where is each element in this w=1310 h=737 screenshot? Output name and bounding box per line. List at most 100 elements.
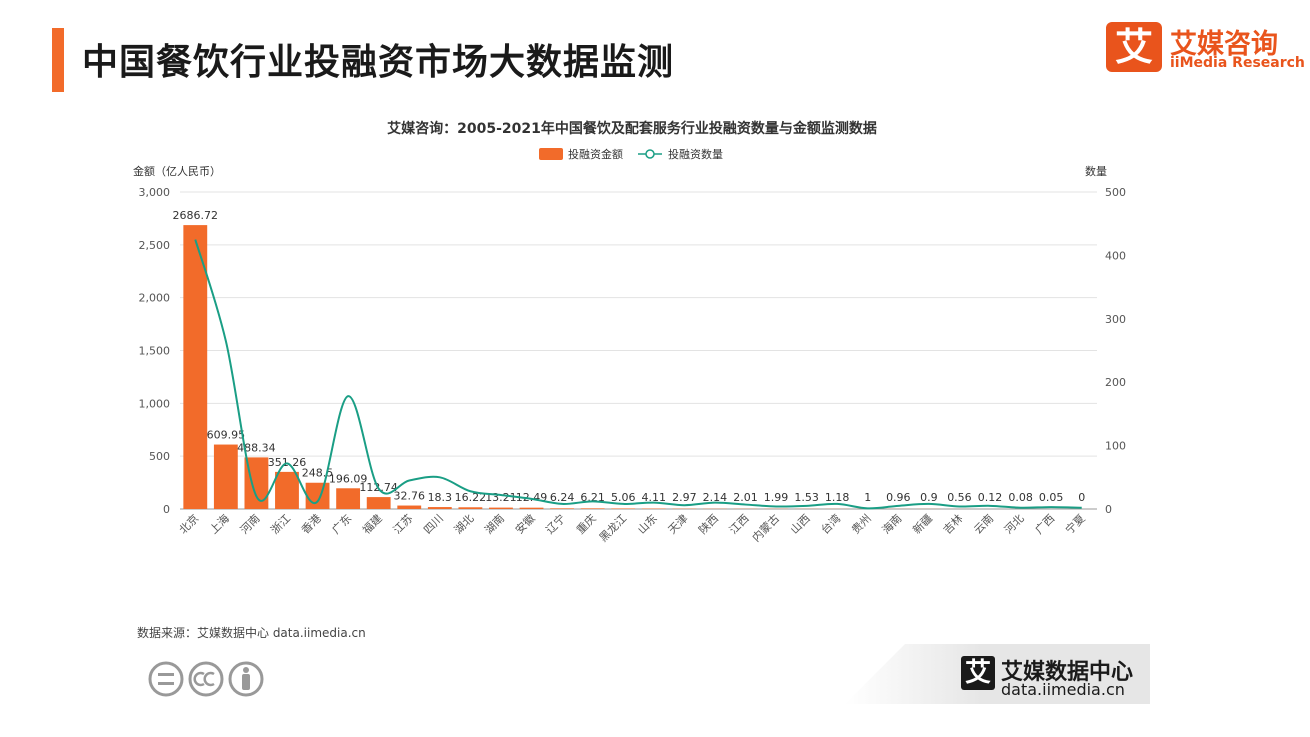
bar-series [183, 225, 1064, 509]
y2-axis-label: 数量 [1085, 165, 1107, 178]
x-tick-label: 黑龙江 [597, 512, 630, 545]
x-tick-label: 福建 [359, 511, 384, 536]
investment-chart: 艾媒咨询：2005-2021年中国餐饮及配套服务行业投融资数量与金额监测数据 投… [133, 120, 1126, 544]
bar-value-label: 2.01 [733, 491, 758, 504]
x-tick-label: 贵州 [849, 512, 874, 537]
bar-value-label: 2686.72 [173, 209, 219, 222]
bar-value-label: 0.05 [1039, 491, 1064, 504]
y-tick-label: 1,000 [139, 397, 171, 410]
bar [244, 457, 269, 509]
x-tick-label: 宁夏 [1062, 511, 1087, 536]
bar [183, 225, 208, 509]
bar-value-label: 1 [864, 491, 871, 504]
equal-icon [148, 661, 184, 697]
logo-name-cn: 艾媒咨询 [1170, 29, 1278, 60]
bar [458, 507, 483, 509]
y-tick-label: 2,500 [139, 239, 171, 252]
bar-value-label: 609.95 [207, 429, 246, 442]
x-tick-label: 辽宁 [543, 511, 568, 536]
y2-tick-label: 200 [1105, 376, 1126, 389]
bar-value-label: 16.22 [455, 491, 487, 504]
cc-icon [188, 661, 224, 697]
x-tick-label: 内蒙古 [749, 511, 782, 544]
x-tick-label: 香港 [299, 512, 324, 537]
bar [336, 488, 361, 509]
x-tick-label: 上海 [207, 511, 232, 536]
x-tick-label: 云南 [971, 512, 996, 537]
bar [489, 507, 513, 509]
y2-tick-label: 0 [1105, 503, 1112, 516]
y-tick-label: 1,500 [139, 345, 171, 358]
x-tick-label: 湖北 [452, 512, 477, 537]
bar-value-label: 488.34 [237, 441, 276, 454]
x-tick-label: 浙江 [268, 512, 293, 537]
x-tick-label: 天津 [666, 512, 691, 537]
footer-name-cn: 艾媒数据中心 [1001, 660, 1134, 685]
x-tick-label: 广西 [1033, 512, 1058, 537]
count-line [194, 239, 1082, 510]
bar [550, 508, 575, 509]
bar [580, 508, 605, 509]
bar-value-label: 0.12 [978, 491, 1003, 504]
footer-url: data.iimedia.cn [1001, 680, 1125, 699]
y2-tick-label: 400 [1105, 249, 1126, 262]
logo-icon: 艾 [1106, 22, 1162, 72]
x-tick-label: 陕西 [696, 511, 721, 536]
bar [427, 507, 452, 509]
x-tick-label: 四川 [421, 512, 446, 537]
x-tick-label: 山东 [635, 512, 660, 537]
bar-value-label: 18.3 [428, 491, 453, 504]
y2-tick-label: 300 [1105, 313, 1126, 326]
x-tick-label: 广东 [329, 512, 354, 537]
bar-value-labels: 2686.72609.95488.34351.26248.5196.09112.… [173, 209, 1086, 504]
bar-value-label: 2.97 [672, 491, 697, 504]
bar-value-label: 0 [1078, 491, 1085, 504]
x-tick-label: 山西 [788, 512, 813, 537]
x-tick-label: 安徽 [512, 511, 537, 536]
gridlines [180, 191, 1097, 510]
logo-name-en: iiMedia Research [1170, 55, 1305, 71]
bar-value-label: 6.24 [550, 491, 575, 504]
attribution-icon [228, 661, 264, 697]
y-tick-label: 2,000 [139, 292, 171, 305]
chart-legend: 投融资金额 投融资数量 [539, 147, 723, 161]
source-note: 数据来源：艾媒数据中心 data.iimedia.cn [137, 626, 366, 640]
footer-gradient [845, 644, 1150, 704]
y2-tick-label: 500 [1105, 186, 1126, 199]
y2-axis-ticks: 0 100 200 300 400 500 [1105, 186, 1126, 516]
x-tick-label: 新疆 [910, 511, 935, 536]
y-axis-label: 金额（亿人民币） [133, 164, 221, 178]
x-tick-label: 河北 [1002, 512, 1027, 537]
bar-value-label: 196.09 [329, 472, 368, 485]
bar-value-label: 1.18 [825, 491, 850, 504]
x-tick-label: 湖南 [482, 512, 507, 537]
bar-value-label: 0.56 [947, 491, 972, 504]
y-tick-label: 500 [149, 450, 170, 463]
bar-value-label: 4.11 [642, 491, 667, 504]
footer-banner: 艾 艾媒数据中心 data.iimedia.cn [845, 644, 1150, 704]
bar [366, 497, 391, 509]
chart-title: 艾媒咨询：2005-2021年中国餐饮及配套服务行业投融资数量与金额监测数据 [387, 120, 877, 137]
bar-value-label: 5.06 [611, 491, 636, 504]
bar [519, 507, 544, 509]
x-tick-label: 北京 [176, 511, 201, 536]
footer-logo-icon: 艾 [961, 656, 995, 690]
legend-line-marker [645, 149, 655, 159]
bar-value-label: 0.08 [1008, 491, 1033, 504]
y-axis-ticks: 0 500 1,000 1,500 2,000 2,500 3,000 [139, 186, 171, 516]
bar [397, 505, 422, 509]
legend-line-label: 投融资数量 [668, 147, 723, 161]
x-tick-label: 台湾 [818, 511, 843, 536]
bar-value-label: 2.14 [703, 491, 728, 504]
legend-bar-swatch [539, 148, 563, 160]
page-title: 中国餐饮行业投融资市场大数据监测 [82, 42, 675, 83]
bar-value-label: 1.99 [764, 491, 789, 504]
legend-bar-label: 投融资金额 [568, 147, 623, 161]
y2-tick-label: 100 [1105, 440, 1126, 453]
x-tick-label: 河南 [238, 512, 263, 537]
x-tick-label: 重庆 [573, 511, 598, 536]
bar-value-label: 0.96 [886, 491, 911, 504]
x-tick-label: 江西 [727, 512, 752, 537]
bar [213, 444, 238, 509]
